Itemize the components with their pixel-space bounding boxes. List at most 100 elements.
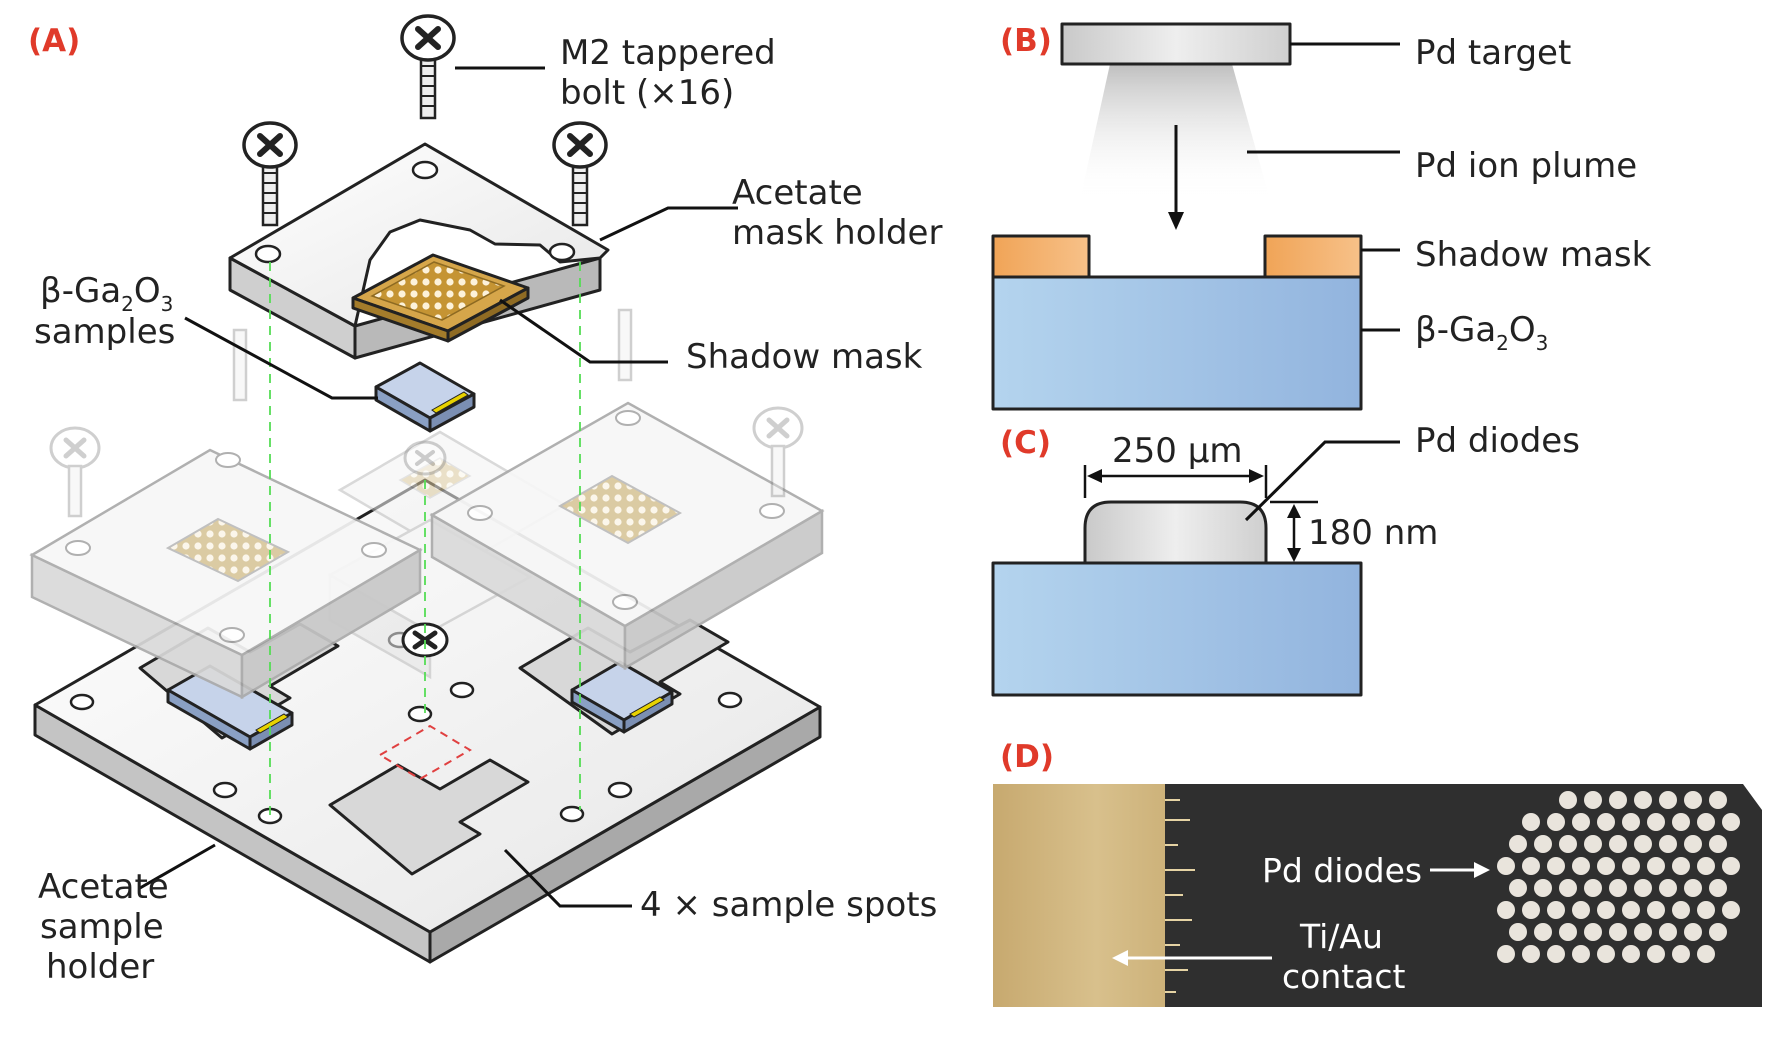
pd-diode-dot: [1559, 879, 1577, 897]
pd-diode-dot: [1534, 879, 1552, 897]
pd-diode-dot: [1722, 813, 1740, 831]
pd-diode-dot: [1659, 923, 1677, 941]
pd-diode-dot: [1709, 879, 1727, 897]
alignment-guide-lines: [269, 262, 581, 815]
panel-c-diode-cross-section: 250 µm 180 nm Pd diodes: [991, 421, 1580, 697]
pd-diode-dot: [1509, 879, 1527, 897]
label-sample-holder-line2: sample: [40, 907, 164, 947]
label-samples-line2: samples: [34, 312, 175, 352]
pd-diode-dot: [1559, 835, 1577, 853]
pd-diode-dot: [1684, 923, 1702, 941]
pd-diode-dot: [1634, 791, 1652, 809]
pd-diode-dot: [1522, 901, 1540, 919]
pd-diode-dot: [1597, 901, 1615, 919]
pd-diode-dot: [1584, 923, 1602, 941]
pd-diode-dot: [1609, 791, 1627, 809]
label-sample-spots: 4 × sample spots: [640, 885, 937, 925]
bolt-left: [242, 121, 298, 227]
panel-a-leader-lines: [139, 66, 738, 908]
panel-b-deposition-schematic: Pd target Pd ion plume Shadow mask β-Ga2…: [991, 22, 1652, 411]
label-samples-line1: β-Ga2O3: [40, 271, 173, 316]
panel-a-exploded-assembly: M2 tappered bolt (×16) Acetate mask hold…: [29, 14, 942, 987]
pd-diode-dot: [1622, 901, 1640, 919]
pd-diode-dot: [1697, 857, 1715, 875]
label-pd-ion-plume: Pd ion plume: [1415, 146, 1637, 186]
pd-diode-dot: [1622, 945, 1640, 963]
label-height: 180 nm: [1308, 513, 1438, 553]
pd-diode-dot: [1522, 945, 1540, 963]
pd-diode-dot: [1709, 791, 1727, 809]
pd-diode-dot: [1609, 835, 1627, 853]
pd-diode-dot: [1659, 879, 1677, 897]
pd-target: [1060, 22, 1292, 66]
pd-diode-dot: [1597, 945, 1615, 963]
pd-diode-dot: [1597, 813, 1615, 831]
bolt-top: [400, 14, 456, 120]
panel-label-b: (B): [1000, 23, 1052, 59]
pd-diode-dot: [1534, 835, 1552, 853]
pd-diode-dot: [1572, 901, 1590, 919]
pd-diode-dot: [1609, 879, 1627, 897]
pd-diode-dot: [1497, 901, 1515, 919]
pd-diode-dot: [1597, 857, 1615, 875]
label-pd-target: Pd target: [1415, 33, 1571, 73]
label-sample-holder-line1: Acetate: [38, 867, 169, 907]
pd-diode-dot: [1547, 945, 1565, 963]
pd-diode-dot: [1659, 791, 1677, 809]
label-mask-holder-line1: Acetate: [732, 173, 863, 213]
panel-label-c: (C): [1000, 425, 1051, 461]
pd-diode-dot: [1722, 901, 1740, 919]
pd-diode-dot: [1572, 857, 1590, 875]
label-shadow-mask-b: Shadow mask: [1415, 235, 1652, 275]
pd-diode-dot: [1672, 857, 1690, 875]
pd-diode-dot: [1509, 923, 1527, 941]
label-bolt-line1: M2 tappered: [560, 33, 776, 73]
sample-in-slot-right: [570, 660, 674, 734]
label-mask-holder-line2: mask holder: [732, 213, 942, 253]
pd-diode-dot: [1697, 945, 1715, 963]
pd-diode-dot: [1647, 901, 1665, 919]
pd-diode-dot: [1572, 813, 1590, 831]
pd-diode-dot: [1584, 879, 1602, 897]
ga2o3-substrate-b: [991, 275, 1363, 411]
label-contact-line2: contact: [1282, 957, 1406, 996]
label-ga2o3-b: β-Ga2O3: [1415, 310, 1548, 355]
pd-diode-dot: [1534, 923, 1552, 941]
faded-bolts: [49, 308, 804, 518]
shadow-mask-right: [1263, 234, 1363, 279]
label-shadow-mask-a: Shadow mask: [686, 337, 923, 377]
label-width: 250 µm: [1112, 431, 1242, 471]
panel-label-a: (A): [28, 23, 80, 59]
pd-diode-dot: [1497, 945, 1515, 963]
pd-diode-dot: [1647, 945, 1665, 963]
pd-diode-dot: [1672, 901, 1690, 919]
pd-diode-dot: [1647, 813, 1665, 831]
pd-diode-dot: [1684, 879, 1702, 897]
label-sample-holder-line3: holder: [46, 947, 154, 987]
ga2o3-substrate-c: [991, 561, 1363, 697]
pd-diode-dot: [1672, 813, 1690, 831]
label-bolt-line2: bolt (×16): [560, 73, 734, 113]
pd-diode-array: [1497, 791, 1740, 963]
pd-diode-dot: [1522, 813, 1540, 831]
acetate-mask-holder: [228, 142, 610, 360]
pd-diode-dot: [1684, 835, 1702, 853]
leader-diodes-c: [1244, 440, 1400, 522]
pd-diode-dot: [1497, 857, 1515, 875]
loose-sample: [374, 361, 476, 433]
pd-diode-dot: [1634, 835, 1652, 853]
label-pd-diodes-d: Pd diodes: [1262, 851, 1422, 890]
pd-diode-dot: [1509, 835, 1527, 853]
bolt-right: [552, 121, 608, 227]
ti-au-contact-region: [993, 784, 1165, 1007]
pd-diode-dot: [1722, 857, 1740, 875]
panel-d-micrograph: Pd diodes Ti/Au contact: [993, 784, 1762, 1007]
label-contact-line1: Ti/Au: [1299, 917, 1383, 956]
mask-holder-plate-right: [429, 401, 825, 671]
pd-diode-dot: [1609, 923, 1627, 941]
pd-diode-dot: [1584, 791, 1602, 809]
pd-diode-dot: [1547, 857, 1565, 875]
pd-diode-dot: [1697, 813, 1715, 831]
panel-label-d: (D): [1000, 739, 1054, 775]
